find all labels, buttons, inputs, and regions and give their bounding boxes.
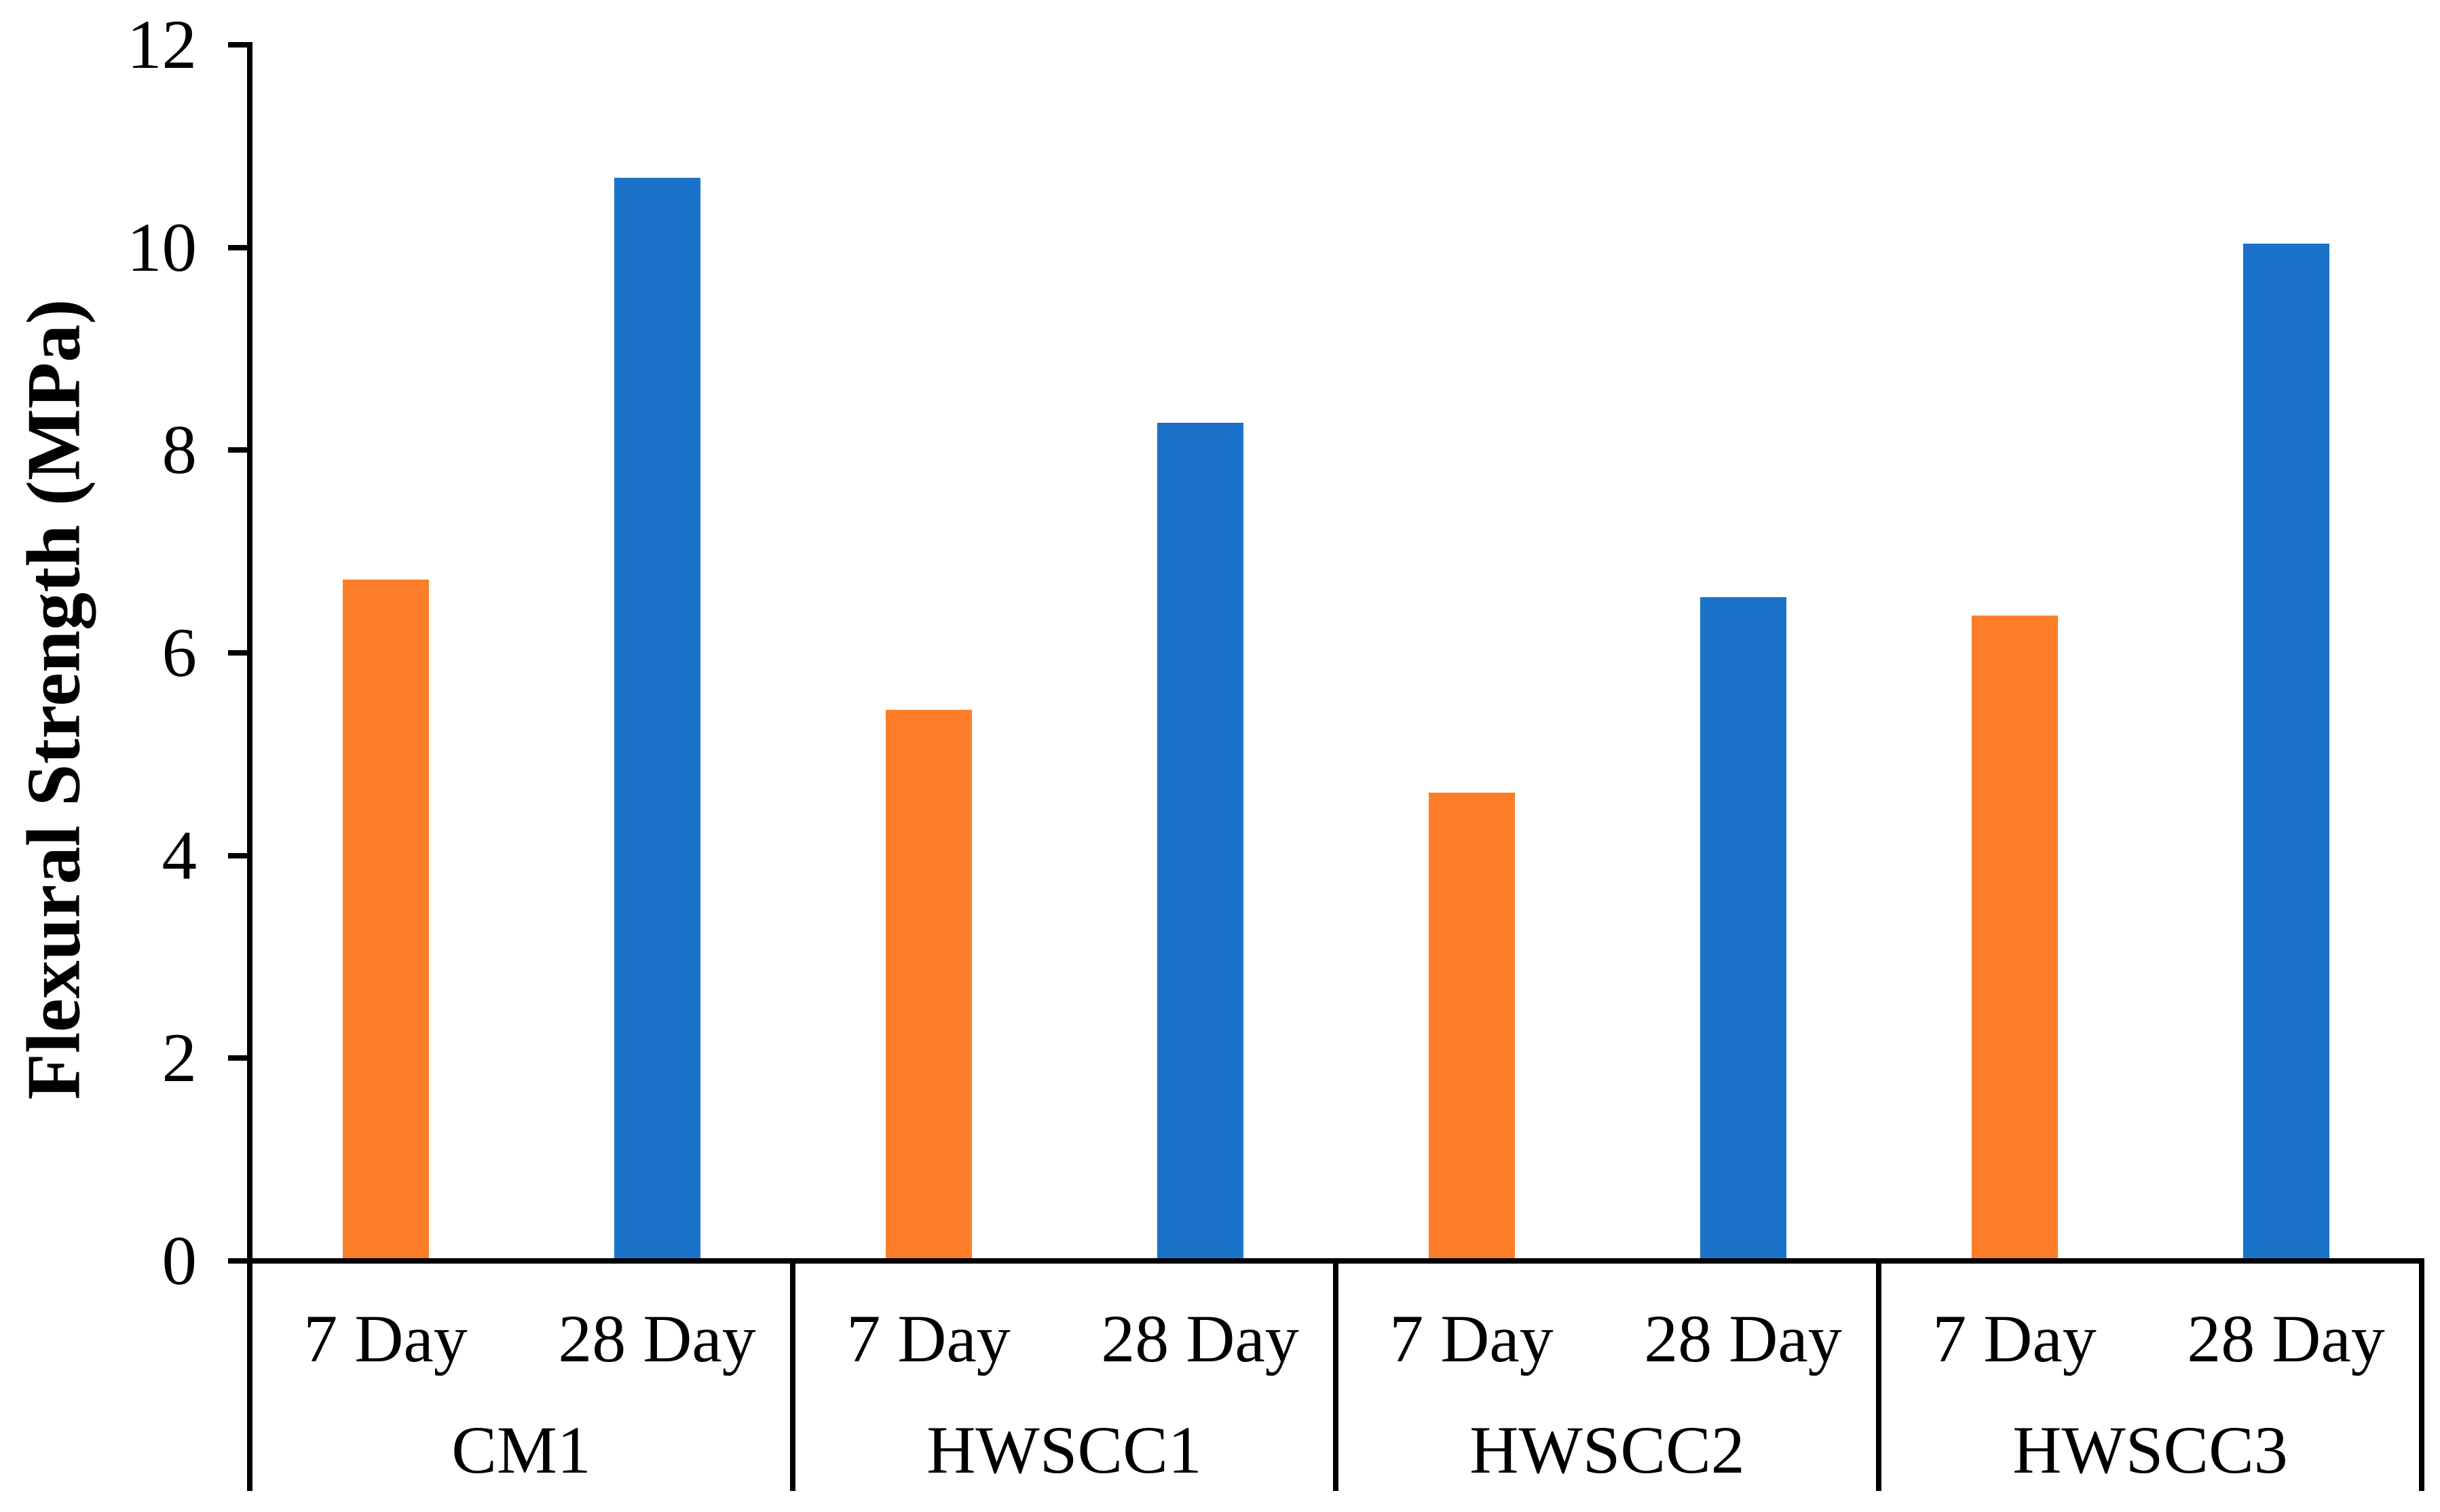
y-tick-label-4: 4 [162,816,198,894]
bar-28-day-hwscc2 [1700,597,1786,1261]
bar-7-day-hwscc2 [1428,793,1515,1261]
y-tick-label-2: 2 [162,1019,198,1097]
x-group-label-hwscc2: HWSCC2 [1469,1412,1745,1488]
x-label-28-day-hwscc3: 28 Day [2187,1300,2385,1376]
y-tick-6 [228,650,252,656]
y-tick-label-6: 6 [162,614,198,692]
y-axis-line [247,42,252,1491]
x-group-separator-3 [1876,1261,1881,1491]
y-tick-8 [228,447,252,453]
x-label-28-day-hwscc2: 28 Day [1644,1300,1842,1376]
bar-28-day-cm1 [614,177,700,1261]
bar-7-day-hwscc3 [1971,615,2058,1261]
y-tick-0 [228,1258,252,1264]
y-tick-2 [228,1055,252,1061]
x-group-label-cm1: CM1 [451,1412,591,1488]
y-tick-label-10: 10 [127,208,197,286]
y-tick-label-8: 8 [162,411,198,489]
x-group-separator-1 [790,1261,795,1491]
y-tick-4 [228,852,252,858]
y-tick-label-0: 0 [162,1222,198,1300]
x-group-label-hwscc3: HWSCC3 [2012,1412,2288,1488]
x-label-7-day-hwscc2: 7 Day [1389,1300,1554,1376]
x-group-separator-4 [2419,1261,2424,1491]
x-label-7-day-hwscc1: 7 Day [846,1300,1011,1376]
x-label-28-day-cm1: 28 Day [558,1300,756,1376]
x-label-7-day-cm1: 7 Day [303,1300,468,1376]
x-label-7-day-hwscc3: 7 Day [1932,1300,2097,1376]
bar-7-day-hwscc1 [885,709,972,1261]
bar-28-day-hwscc3 [2242,243,2329,1261]
bar-7-day-cm1 [342,580,429,1261]
x-label-28-day-hwscc1: 28 Day [1101,1300,1299,1376]
y-tick-10 [228,244,252,250]
y-tick-label-12: 12 [127,6,197,83]
x-group-label-hwscc1: HWSCC1 [926,1412,1202,1488]
x-group-separator-2 [1333,1261,1338,1491]
y-tick-12 [228,42,252,48]
bar-28-day-hwscc1 [1157,423,1243,1261]
